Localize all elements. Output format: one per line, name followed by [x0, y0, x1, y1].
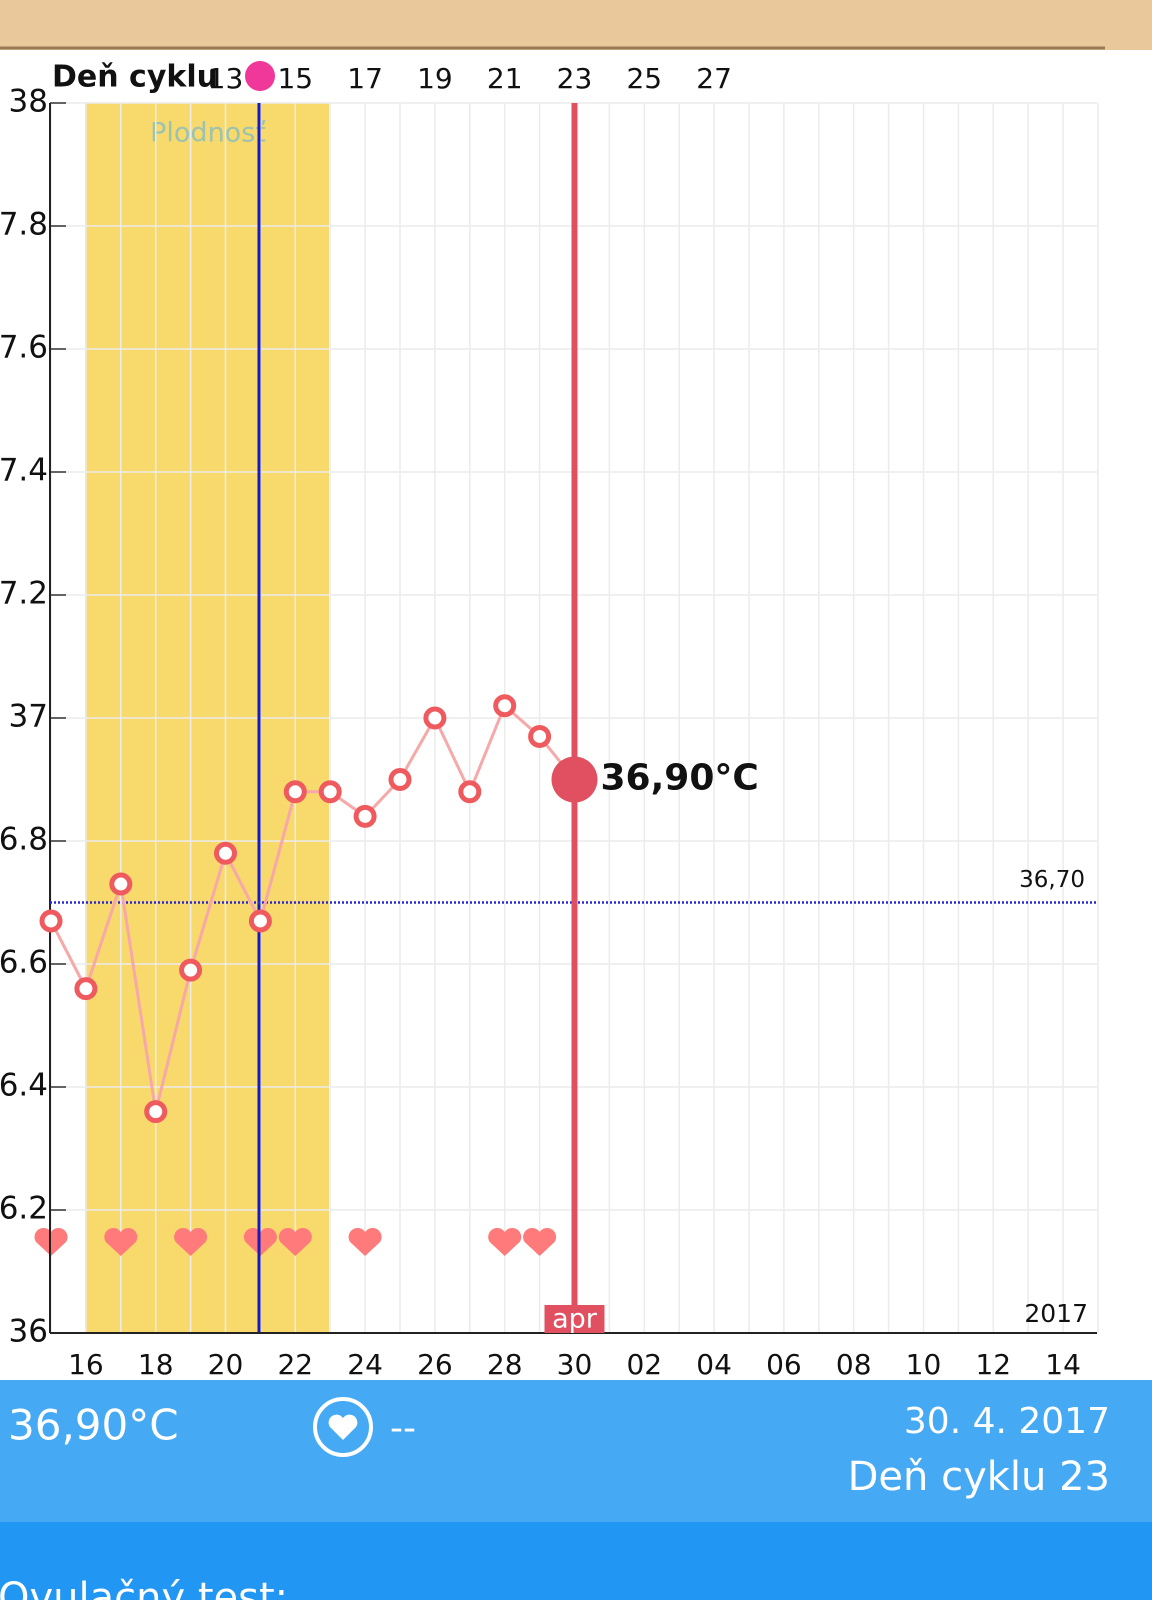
x-tick-label: 16 — [68, 1348, 104, 1381]
temperature-point — [39, 909, 63, 933]
x-tick-label: 10 — [906, 1348, 942, 1381]
temperature-point — [493, 694, 517, 718]
y-tick-label: 37.6 — [0, 330, 48, 366]
heart — [104, 1227, 138, 1256]
y-tick-label: 36.2 — [0, 1191, 48, 1227]
x-tick-label: 18 — [138, 1348, 174, 1381]
cycle-day-label: 19 — [417, 62, 453, 95]
temperature-point — [283, 780, 307, 804]
ovulation-value: -- — [390, 1408, 416, 1449]
cycle-day-label: 23 — [557, 62, 593, 95]
intercourse-button[interactable] — [313, 1397, 373, 1457]
temperature-point — [144, 1100, 168, 1124]
y-tick-label: 36 — [9, 1314, 48, 1350]
heart-icon — [328, 1414, 358, 1440]
temperature-point — [318, 780, 342, 804]
next-section: Ovulačný test: — [0, 1575, 288, 1600]
heart — [488, 1227, 522, 1256]
x-tick-label: 04 — [696, 1348, 732, 1381]
y-tick-label: 37.4 — [0, 453, 48, 489]
y-tick-label: 37 — [9, 699, 48, 735]
heart — [348, 1227, 382, 1256]
y-tick-label: 36.4 — [0, 1068, 48, 1104]
y-tick-label: 36.8 — [0, 822, 48, 858]
heart — [523, 1227, 557, 1256]
x-tick-label: 24 — [347, 1348, 383, 1381]
temperature-point — [74, 977, 98, 1001]
cycle-day-label: 13 — [208, 62, 244, 95]
value-label: 36,90°C — [601, 758, 759, 799]
x-tick-label: 08 — [836, 1348, 872, 1381]
x-tick-label: 30 — [557, 1348, 593, 1381]
temperature-point — [423, 706, 447, 730]
temperature-point — [179, 958, 203, 982]
date: 30. 4. 2017 — [904, 1401, 1110, 1442]
temperature-point — [388, 768, 412, 791]
temperature-point — [214, 841, 237, 865]
x-tick-label: 06 — [766, 1348, 802, 1381]
heart — [278, 1227, 312, 1256]
x-tick-label: 28 — [487, 1348, 523, 1381]
cycle-day: Deň cyklu 23 — [848, 1454, 1110, 1500]
temperature-point — [109, 872, 133, 896]
cycle-day-label: 17 — [347, 62, 383, 95]
temperature-point — [528, 724, 552, 748]
x-tick-label: 22 — [277, 1348, 313, 1381]
cycle-day-label: 21 — [487, 62, 523, 95]
selected-point — [551, 756, 598, 803]
cycle-label: Deň cyklu — [52, 60, 218, 95]
heart — [174, 1227, 208, 1256]
x-tick-label: 02 — [626, 1348, 662, 1381]
y-tick-label: 38 — [9, 84, 48, 120]
month-tag — [544, 1305, 605, 1333]
temperature: 36,90°C — [8, 1401, 179, 1450]
cycle-day-label: 25 — [626, 62, 662, 95]
temperature-point — [458, 780, 482, 804]
y-tick-label: 36.6 — [0, 945, 48, 981]
y-tick-label: 37.8 — [0, 207, 48, 243]
y-tick-label: 37.2 — [0, 576, 48, 612]
next-panel — [0, 1522, 1152, 1600]
wood-header — [0, 0, 1152, 50]
fertile-label: Plodnosť — [150, 118, 266, 149]
temperature-point — [248, 909, 272, 933]
year-label: 2017 — [1024, 1299, 1088, 1328]
cycle-day-label: 27 — [696, 62, 732, 95]
coverline-label: 36,70 — [1019, 867, 1085, 893]
x-tick-label: 20 — [208, 1348, 244, 1381]
x-tick-label: 14 — [1045, 1348, 1081, 1381]
temperature-point — [353, 804, 377, 828]
x-tick-label: 12 — [975, 1348, 1011, 1381]
temperature-line — [49, 703, 576, 1112]
info-panel — [0, 1380, 1152, 1522]
month-label: apr — [552, 1304, 598, 1335]
cycle-day-label: 15 — [277, 62, 313, 95]
ovulation-marker — [245, 61, 275, 91]
x-tick-label: 26 — [417, 1348, 453, 1381]
